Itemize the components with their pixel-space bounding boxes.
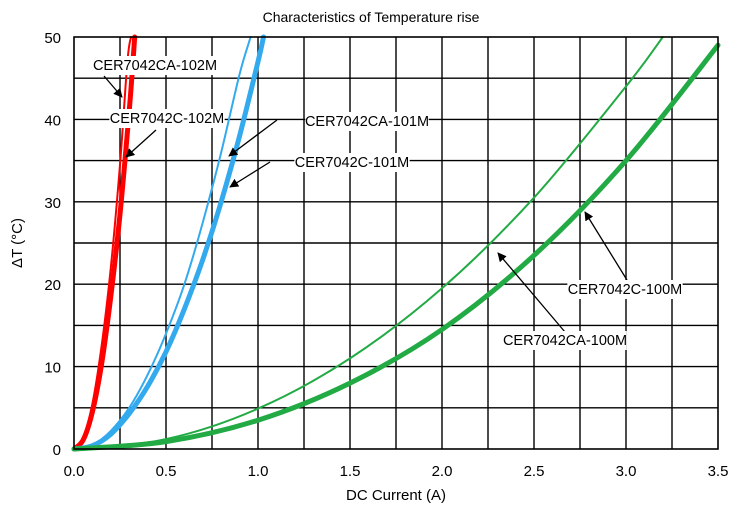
series-label-cer7042ca-100m: CER7042CA-100M: [503, 333, 627, 349]
series-label-cer7042c-101m: CER7042C-101M: [295, 155, 409, 171]
y-tick-label: 10: [44, 360, 61, 377]
y-tick-label: 0: [53, 442, 61, 459]
series-line-cer7042c-100m: [71, 42, 721, 452]
x-tick-label: 0.0: [64, 463, 85, 480]
grid: [74, 37, 718, 449]
annotation-arrow: [497, 252, 566, 333]
annotation-arrow: [228, 119, 278, 157]
annotation-arrow: [125, 129, 157, 158]
x-tick-label: 2.5: [524, 463, 545, 480]
y-tick-label: 30: [44, 195, 61, 212]
annotation-box: [109, 109, 225, 128]
series-label-cer7042ca-102m: CER7042CA-102M: [93, 58, 217, 74]
annotation-arrow: [229, 161, 271, 188]
series-label-cer7042ca-101m: CER7042CA-101M: [305, 114, 429, 130]
annotation-box: [294, 153, 410, 172]
annotation-arrow: [103, 75, 123, 98]
x-axis-label: DC Current (A): [346, 487, 446, 504]
x-tick-label: 2.0: [432, 463, 453, 480]
plot-frame: [73, 36, 719, 450]
y-axis-label: ΔT (°C): [9, 218, 26, 268]
series-label-cer7042c-100m: CER7042C-100M: [568, 282, 682, 298]
annotation-box: [305, 112, 429, 131]
series-line-cer7042c-101m: [71, 34, 266, 452]
annotation-arrow: [584, 211, 628, 281]
annotation-box: [93, 56, 217, 75]
y-tick-labels: 0 10 20 30 40 50: [44, 30, 61, 459]
x-tick-labels: 0.0 0.5 1.0 1.5 2.0 2.5 3.0 3.5: [64, 463, 729, 480]
annotation-box: [567, 280, 683, 299]
annotations: CER7042CA-102M CER7042C-102M CER7042CA-101…: [93, 56, 683, 350]
x-tick-label: 3.5: [708, 463, 729, 480]
x-tick-label: 1.0: [248, 463, 269, 480]
chart-title: Characteristics of Temperature rise: [263, 9, 480, 25]
x-tick-label: 3.0: [616, 463, 637, 480]
x-tick-label: 0.5: [156, 463, 177, 480]
series-label-cer7042c-102m: CER7042C-102M: [110, 111, 224, 127]
annotation-box: [503, 331, 627, 350]
series-line-cer7042ca-100m: [73, 36, 664, 450]
y-tick-label: 20: [44, 277, 61, 294]
x-tick-label: 1.5: [340, 463, 361, 480]
y-tick-label: 40: [44, 112, 61, 129]
y-tick-label: 50: [44, 30, 61, 47]
